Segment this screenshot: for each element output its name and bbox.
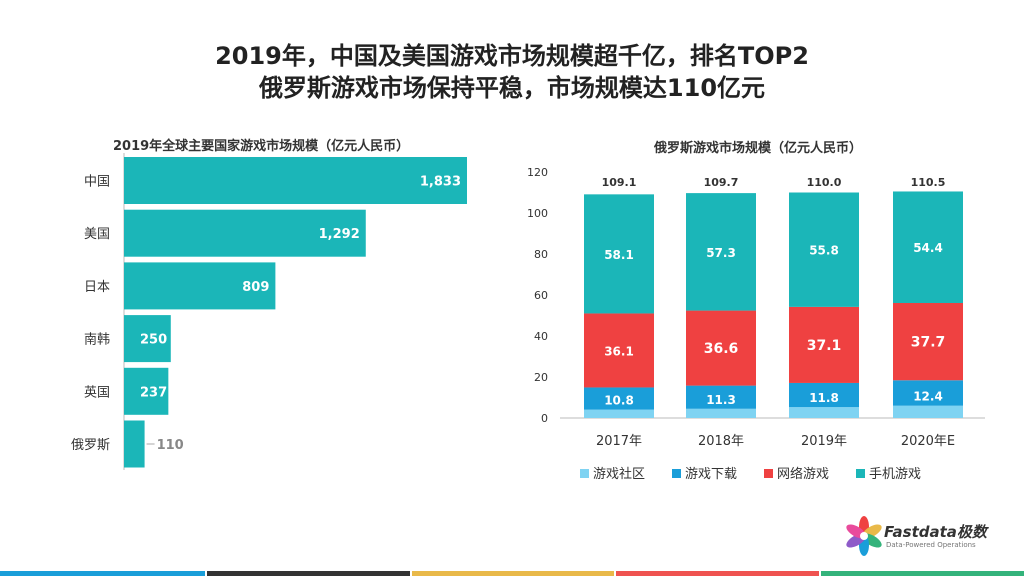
y-tick-label: 100: [527, 207, 548, 220]
y-tick-label: 20: [534, 371, 548, 384]
category-label: 美国: [84, 227, 110, 242]
flower-logo-icon: [846, 516, 882, 556]
value-label: 250: [140, 333, 167, 348]
category-label: 俄罗斯: [71, 438, 110, 453]
y-tick-label: 80: [534, 248, 548, 261]
footer-segment: [821, 571, 1024, 576]
legend-swatch: [672, 469, 681, 478]
legend-swatch: [580, 469, 589, 478]
title-line-1: 2019年，中国及美国游戏市场规模超千亿，排名TOP2: [215, 42, 809, 70]
bar: [124, 315, 171, 363]
bar: [124, 420, 145, 468]
x-tick-label: 2018年: [698, 434, 744, 449]
footer-segment: [616, 571, 820, 576]
stacked-bar-segment: [584, 313, 654, 388]
segment-value-label: 36.6: [704, 341, 739, 357]
category-label: 日本: [84, 280, 110, 295]
segment-value-label: 10.8: [604, 394, 634, 408]
category-label: 中国: [84, 175, 110, 190]
stacked-bar-segment: [584, 409, 654, 418]
legend-swatch: [856, 469, 865, 478]
stacked-bar-segment: [789, 306, 859, 383]
bar: [124, 367, 169, 415]
footer-segment: [206, 571, 410, 576]
stacked-bar-segment: [789, 407, 859, 418]
stacked-bar-segment: [686, 193, 756, 311]
x-tick-label: 2020年E: [901, 434, 955, 449]
stacked-bar-segment: [686, 310, 756, 386]
legend-label: 网络游戏: [777, 466, 829, 482]
value-label: 1,833: [420, 175, 461, 190]
brand-tagline: Data-Powered Operations: [886, 541, 976, 549]
value-label: 237: [140, 385, 167, 400]
brand-name: Fastdata极数: [884, 523, 987, 541]
bar: [124, 262, 276, 310]
stacked-bar-segment: [686, 408, 756, 418]
stacked-bar-segment: [789, 382, 859, 408]
stacked-bar-segment: [584, 194, 654, 314]
category-label: 南韩: [84, 332, 110, 348]
segment-value-label: 58.1: [604, 248, 634, 262]
segment-value-label: 55.8: [809, 244, 839, 258]
y-tick-label: 40: [534, 330, 548, 343]
bar: [124, 209, 366, 257]
legend-label: 手机游戏: [869, 467, 921, 482]
y-tick-label: 120: [527, 166, 548, 179]
bar: [124, 157, 467, 204]
x-tick-label: 2019年: [801, 434, 847, 449]
legend-label: 游戏下载: [685, 467, 737, 482]
y-tick-label: 60: [534, 289, 548, 302]
left-chart-title: 2019年全球主要国家游戏市场规模（亿元人民币）: [113, 139, 410, 154]
legend-label: 游戏社区: [593, 466, 645, 482]
total-label: 109.1: [602, 176, 637, 189]
segment-value-label: 37.1: [807, 338, 842, 354]
footer-segment: [411, 571, 615, 576]
page-title: 2019年，中国及美国游戏市场规模超千亿，排名TOP2 俄罗斯游戏市场保持平稳，…: [0, 40, 1024, 104]
segment-value-label: 11.3: [706, 393, 736, 407]
segment-value-label: 11.8: [809, 391, 839, 405]
value-label: 110: [157, 438, 184, 453]
stacked-bar-segment: [584, 387, 654, 410]
segment-value-label: 12.4: [913, 390, 943, 404]
legend-swatch: [764, 469, 773, 478]
footer-segment: [0, 571, 205, 576]
value-label: 1,292: [319, 227, 360, 242]
value-label: 809: [242, 280, 269, 295]
brand-logo: Fastdata极数 Data-Powered Operations: [846, 515, 1006, 557]
stacked-bar-segment: [686, 385, 756, 409]
title-line-2: 俄罗斯游戏市场保持平稳，市场规模达110亿元: [258, 74, 766, 102]
category-label: 英国: [84, 385, 110, 400]
y-tick-label: 0: [541, 412, 548, 425]
x-tick-label: 2017年: [596, 434, 642, 449]
stacked-bar-segment: [789, 192, 859, 307]
stacked-bar-segment: [893, 302, 963, 381]
segment-value-label: 54.4: [913, 241, 943, 255]
stacked-bar-segment: [893, 380, 963, 406]
total-label: 109.7: [704, 176, 739, 189]
segment-value-label: 57.3: [706, 246, 736, 260]
stacked-bar-segment: [893, 191, 963, 303]
total-label: 110.5: [911, 176, 946, 189]
segment-value-label: 37.7: [911, 335, 946, 351]
total-label: 110.0: [807, 176, 842, 189]
segment-value-label: 36.1: [604, 344, 634, 358]
right-chart-title: 俄罗斯游戏市场规模（亿元人民币）: [654, 141, 863, 156]
stacked-bar-segment: [893, 405, 963, 418]
